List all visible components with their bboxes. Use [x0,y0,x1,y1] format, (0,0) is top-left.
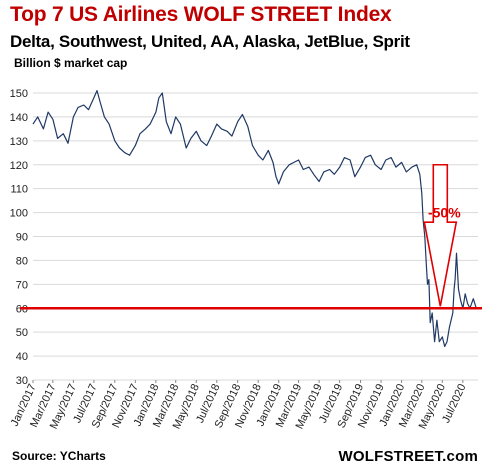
y-tick-label: 140 [10,112,28,124]
source-note: Source: YCharts [12,449,106,463]
y-tick-label: 100 [10,208,28,220]
y-tick-label: 130 [10,136,28,148]
gridlines [33,92,478,381]
chart-subtitle: Delta, Southwest, United, AA, Alaska, Je… [10,32,410,51]
y-tick-label: 30 [16,375,28,387]
chart-title: Top 7 US Airlines WOLF STREET Index [10,3,392,26]
y-tick-label: 90 [16,232,28,244]
series-line-index [32,90,477,348]
units-label: Billion $ market cap [14,56,128,70]
y-tick-label: 50 [16,327,28,339]
y-tick-label: 40 [16,351,28,363]
x-axis-ticks: Jan/2017Mar/2017May/2017Jul/2017Sep/2017… [9,380,469,431]
y-axis-ticks: 30405060708090100110120130140150 [10,88,28,387]
y-tick-label: 80 [16,255,28,267]
y-tick-label: 120 [10,160,28,172]
y-tick-label: 150 [10,88,28,100]
y-tick-label: 110 [10,184,28,196]
y-tick-label: 70 [16,279,28,291]
decline-arrow [423,163,458,307]
brand-label: WOLFSTREET.com [338,448,478,465]
decline-label: -50% [428,205,461,221]
